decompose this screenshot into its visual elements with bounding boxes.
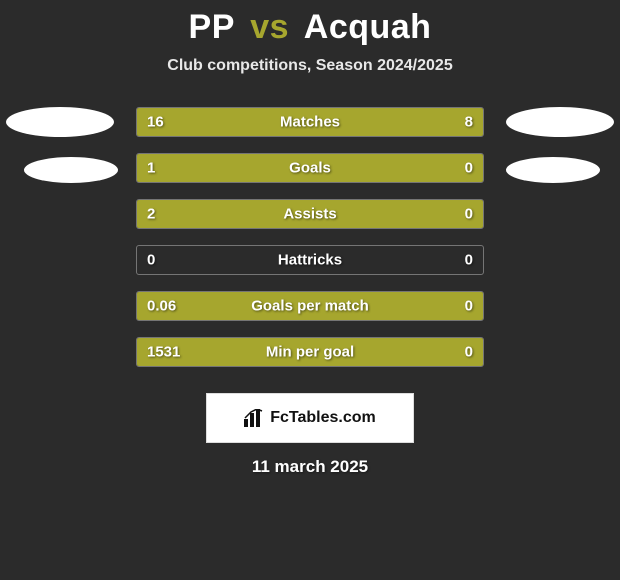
stat-value-right: 0 bbox=[465, 206, 473, 223]
player2-country-logo-placeholder bbox=[506, 157, 600, 183]
player2-name: Acquah bbox=[304, 8, 432, 46]
stat-label: Matches bbox=[280, 114, 340, 131]
player1-name: PP bbox=[189, 8, 235, 46]
stat-row-matches: 16 Matches 8 bbox=[136, 107, 484, 137]
stat-label: Hattricks bbox=[278, 252, 342, 269]
stat-value-left: 1531 bbox=[147, 344, 180, 361]
stat-value-left: 1 bbox=[147, 160, 155, 177]
stat-label: Goals bbox=[289, 160, 331, 177]
stat-row-assists: 2 Assists 0 bbox=[136, 199, 484, 229]
stat-row-hattricks: 0 Hattricks 0 bbox=[136, 245, 484, 275]
stat-value-right: 0 bbox=[465, 160, 473, 177]
stat-value-left: 0 bbox=[147, 252, 155, 269]
stat-value-left: 2 bbox=[147, 206, 155, 223]
player1-club-logo-placeholder bbox=[6, 107, 114, 137]
player1-country-logo-placeholder bbox=[24, 157, 118, 183]
stat-row-min-per-goal: 1531 Min per goal 0 bbox=[136, 337, 484, 367]
stat-row-goals: 1 Goals 0 bbox=[136, 153, 484, 183]
comparison-title: PP vs Acquah bbox=[0, 0, 620, 47]
stat-row-goals-per-match: 0.06 Goals per match 0 bbox=[136, 291, 484, 321]
bar-chart-icon bbox=[244, 409, 264, 427]
fctables-badge[interactable]: FcTables.com bbox=[206, 393, 414, 443]
stat-label: Goals per match bbox=[251, 298, 369, 315]
stat-value-left: 0.06 bbox=[147, 298, 176, 315]
stat-value-right: 0 bbox=[465, 252, 473, 269]
comparison-chart: 16 Matches 8 1 Goals 0 2 Assists 0 0 Hat… bbox=[0, 107, 620, 387]
stat-value-right: 8 bbox=[465, 114, 473, 131]
badge-label: FcTables.com bbox=[270, 409, 376, 427]
stat-label: Assists bbox=[283, 206, 336, 223]
stat-label: Min per goal bbox=[266, 344, 354, 361]
stat-rows: 16 Matches 8 1 Goals 0 2 Assists 0 0 Hat… bbox=[136, 107, 484, 383]
stat-value-right: 0 bbox=[465, 298, 473, 315]
player2-club-logo-placeholder bbox=[506, 107, 614, 137]
stat-value-right: 0 bbox=[465, 344, 473, 361]
stat-value-left: 16 bbox=[147, 114, 164, 131]
footer-date: 11 march 2025 bbox=[0, 457, 620, 477]
bar-left bbox=[137, 154, 400, 182]
subtitle: Club competitions, Season 2024/2025 bbox=[0, 57, 620, 75]
vs-text: vs bbox=[250, 8, 289, 46]
bar-left bbox=[137, 200, 400, 228]
